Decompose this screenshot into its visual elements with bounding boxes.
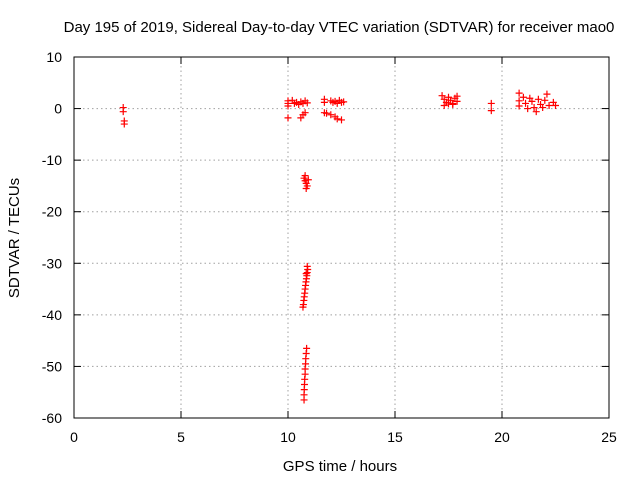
data-points <box>119 89 559 404</box>
data-point-plus <box>120 120 128 128</box>
data-point-plus <box>552 101 559 109</box>
data-point-plus <box>323 109 331 117</box>
data-point-plus <box>449 99 457 107</box>
data-point-plus <box>304 176 312 184</box>
data-point-plus <box>301 172 309 180</box>
x-tick-label: 15 <box>387 429 403 445</box>
x-tick-label: 10 <box>280 429 296 445</box>
x-tick-label: 25 <box>601 429 617 445</box>
data-point-plus <box>530 104 538 112</box>
data-point-plus <box>519 93 527 101</box>
y-tick-label: -60 <box>42 410 62 426</box>
data-point-plus <box>453 92 461 100</box>
data-point-plus <box>301 109 309 117</box>
plot-frame <box>73 56 610 419</box>
data-point-plus <box>284 102 292 110</box>
y-tick-label: -10 <box>42 152 62 168</box>
data-point-plus <box>532 108 540 116</box>
data-point-plus <box>302 185 310 193</box>
x-tick-label: 0 <box>70 429 78 445</box>
data-point-plus <box>333 115 341 123</box>
y-tick-label: 10 <box>46 49 62 65</box>
data-point-plus <box>338 116 345 124</box>
y-tick-label: -30 <box>42 255 62 271</box>
grid-lines <box>73 56 610 419</box>
data-point-plus <box>303 344 311 352</box>
y-tick-label: 0 <box>54 101 62 117</box>
data-point-plus <box>438 92 446 100</box>
x-axis-label: GPS time / hours <box>283 458 397 475</box>
data-point-plus <box>528 97 536 105</box>
y-tick-label: -40 <box>42 307 62 323</box>
data-point-plus <box>543 90 551 98</box>
data-point-plus <box>119 108 127 116</box>
y-tick-label: -50 <box>42 358 62 374</box>
data-point-plus <box>487 107 495 115</box>
data-point-plus <box>524 105 532 113</box>
data-point-plus <box>534 95 542 103</box>
x-tick-label: 20 <box>494 429 510 445</box>
data-point-plus <box>320 98 328 106</box>
data-point-plus <box>545 101 553 109</box>
data-point-plus <box>303 262 311 270</box>
data-point-plus <box>515 102 523 110</box>
data-point-plus <box>541 96 549 104</box>
data-point-plus <box>440 101 448 109</box>
data-point-plus <box>327 111 335 119</box>
chart-title: Day 195 of 2019, Sidereal Day-to-day VTE… <box>64 19 615 36</box>
data-point-plus <box>487 99 495 107</box>
y-axis-label: SDTVAR / TECUs <box>6 178 23 298</box>
data-point-plus <box>515 89 523 97</box>
y-tick-label: -20 <box>42 204 62 220</box>
data-point-plus <box>303 99 311 107</box>
data-point-plus <box>340 98 348 106</box>
axis-ticks: 0 5 10 15 20 25 10 0 -10 -20 -30 -40 -50 -60 <box>42 49 617 445</box>
data-point-plus <box>302 270 310 278</box>
x-tick-label: 5 <box>177 429 185 445</box>
data-point-plus <box>522 99 530 107</box>
data-point-plus <box>284 114 292 122</box>
data-point-plus <box>539 104 547 112</box>
